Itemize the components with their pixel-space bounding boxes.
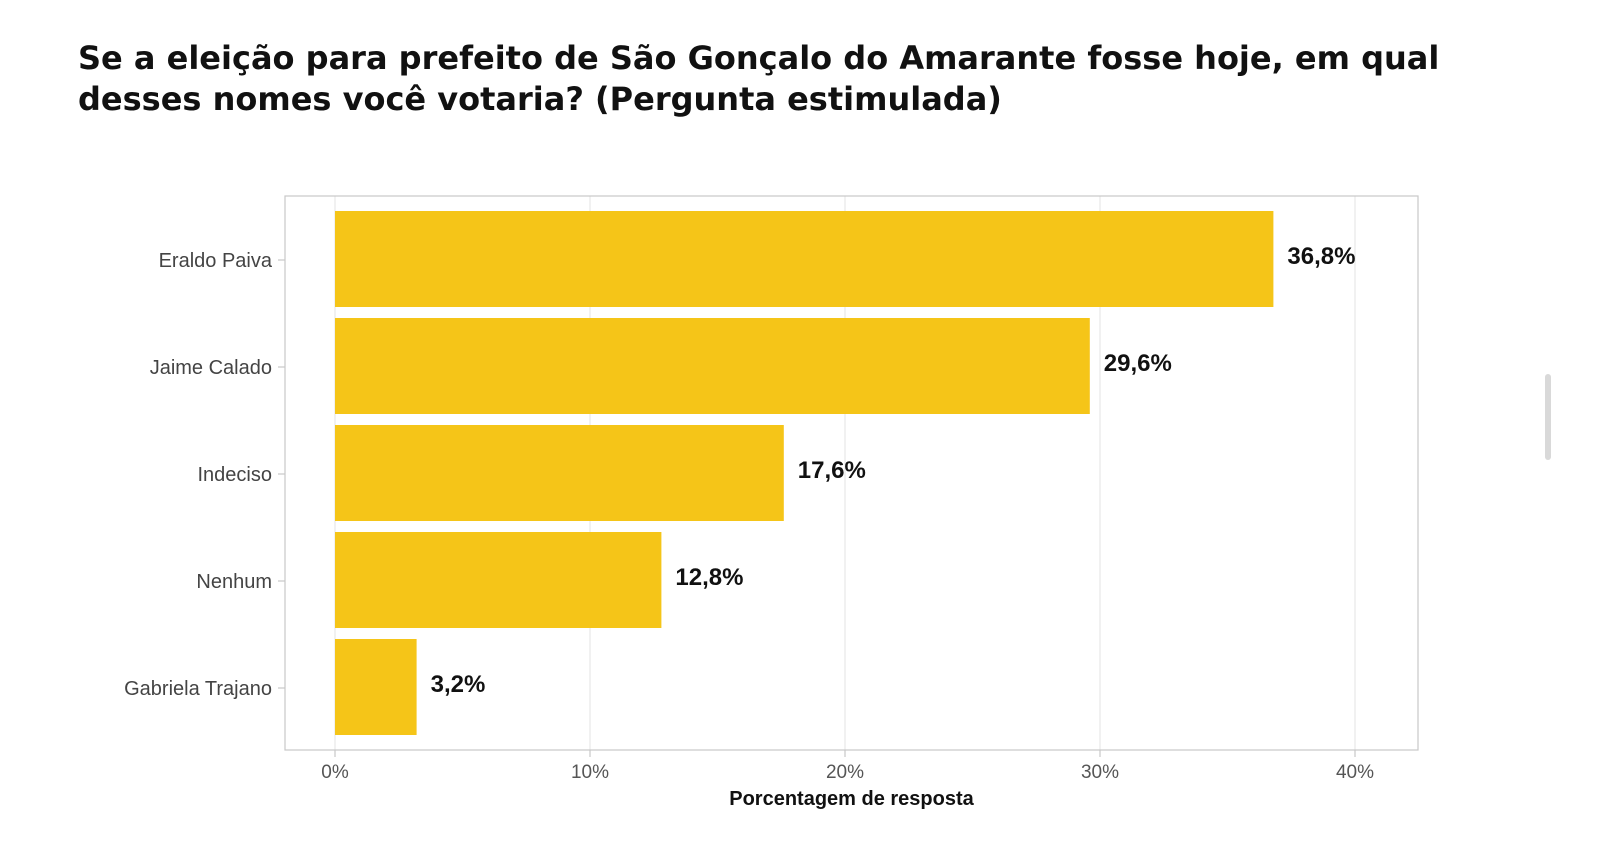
category-label-0: Eraldo Paiva	[159, 250, 273, 272]
bar-1	[335, 318, 1090, 414]
x-tick-label-0: 0%	[321, 762, 349, 783]
x-axis-title: Porcentagem de resposta	[729, 788, 974, 810]
value-label-0: 36,8%	[1287, 243, 1355, 270]
category-label-4: Gabriela Trajano	[124, 678, 272, 700]
bar-0	[335, 211, 1274, 307]
bar-2	[335, 425, 784, 521]
category-label-2: Indeciso	[198, 464, 273, 486]
value-label-3: 12,8%	[675, 564, 743, 591]
bar-3	[335, 532, 662, 628]
x-tick-label-1: 10%	[571, 762, 609, 783]
x-tick-label-3: 30%	[1081, 762, 1119, 783]
x-tick-label-4: 40%	[1336, 762, 1374, 783]
scrollbar[interactable]	[1545, 374, 1551, 460]
value-label-4: 3,2%	[431, 671, 486, 698]
bar-4	[335, 639, 417, 735]
category-label-1: Jaime Calado	[150, 357, 272, 379]
chart-title: Se a eleição para prefeito de São Gonçal…	[78, 39, 1440, 118]
category-label-3: Nenhum	[196, 571, 272, 593]
value-label-1: 29,6%	[1104, 350, 1172, 377]
plot-panel-border	[284, 195, 1419, 751]
value-label-2: 17,6%	[798, 457, 866, 484]
x-tick-label-2: 20%	[826, 762, 864, 783]
